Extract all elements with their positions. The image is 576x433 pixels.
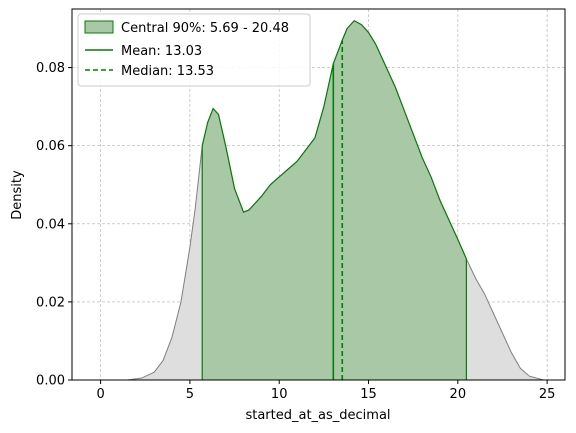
x-axis-label: started_at_as_decimal <box>245 408 390 423</box>
y-tick-label: 0.06 <box>36 139 65 154</box>
y-tick-label: 0.08 <box>36 61 65 76</box>
legend-label-mean: Mean: 13.03 <box>121 44 202 59</box>
x-tick-label: 20 <box>450 387 467 402</box>
x-tick-label: 0 <box>96 387 104 402</box>
x-tick-label: 15 <box>360 387 377 402</box>
y-tick-label: 0.04 <box>36 217 65 232</box>
y-tick-label: 0.00 <box>36 374 65 389</box>
legend-patch-central <box>85 21 113 33</box>
x-tick-label: 5 <box>186 387 194 402</box>
legend: Central 90%: 5.69 - 20.48 Mean: 13.03 Me… <box>78 14 310 86</box>
y-tick-label: 0.02 <box>36 295 65 310</box>
legend-label-central: Central 90%: 5.69 - 20.48 <box>121 21 289 36</box>
x-tick-label: 10 <box>271 387 288 402</box>
y-axis-label: Density <box>10 170 25 220</box>
x-tick-label: 25 <box>539 387 556 402</box>
legend-label-median: Median: 13.53 <box>121 64 214 79</box>
